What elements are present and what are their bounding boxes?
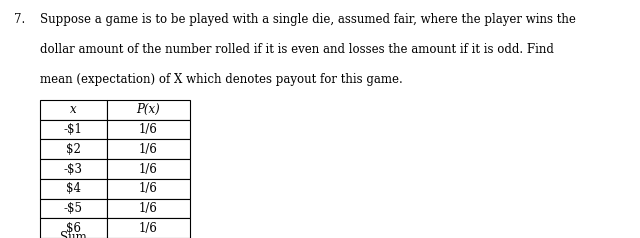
- Text: x: x: [70, 103, 77, 116]
- Text: $4: $4: [66, 182, 81, 195]
- Bar: [40, 139, 107, 159]
- Text: 1/6: 1/6: [139, 163, 158, 176]
- Text: 1/6: 1/6: [139, 143, 158, 156]
- Bar: [40, 218, 107, 238]
- Text: $6: $6: [66, 222, 81, 235]
- Bar: [40, 159, 107, 179]
- Text: $2: $2: [66, 143, 81, 156]
- Bar: [107, 100, 190, 120]
- Text: dollar amount of the number rolled if it is even and losses the amount if it is : dollar amount of the number rolled if it…: [40, 43, 554, 56]
- Bar: [107, 159, 190, 179]
- Bar: [40, 179, 107, 199]
- Text: Suppose a game is to be played with a single die, assumed fair, where the player: Suppose a game is to be played with a si…: [40, 13, 575, 26]
- Text: mean (expectation) of X which denotes payout for this game.: mean (expectation) of X which denotes pa…: [40, 73, 403, 86]
- Text: 1/6: 1/6: [139, 222, 158, 235]
- Bar: [107, 120, 190, 139]
- Bar: [40, 199, 107, 218]
- Text: 1/6: 1/6: [139, 123, 158, 136]
- Bar: [40, 120, 107, 139]
- Text: -$3: -$3: [64, 163, 83, 176]
- Text: -$1: -$1: [64, 123, 83, 136]
- Text: 1/6: 1/6: [139, 182, 158, 195]
- Text: 1/6: 1/6: [139, 202, 158, 215]
- Bar: [107, 199, 190, 218]
- Bar: [107, 139, 190, 159]
- Text: -$5: -$5: [64, 202, 83, 215]
- Text: 7.: 7.: [14, 13, 26, 26]
- Text: P(x): P(x): [136, 103, 161, 116]
- Bar: [107, 218, 190, 238]
- Text: Sum: Sum: [60, 231, 86, 238]
- Bar: [40, 100, 107, 120]
- Bar: [107, 179, 190, 199]
